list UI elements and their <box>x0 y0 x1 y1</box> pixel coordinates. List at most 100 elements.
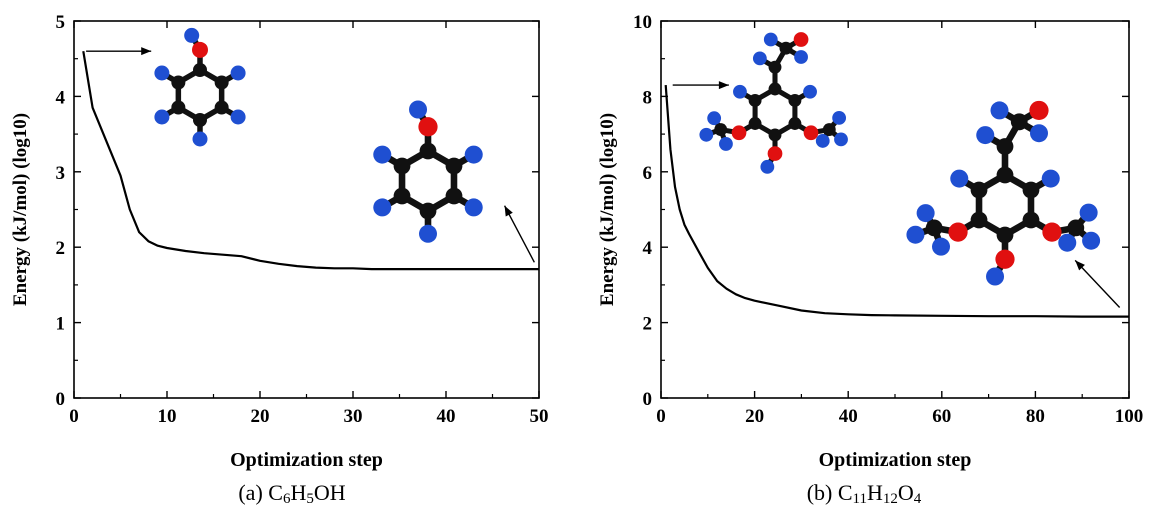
hydrogen-atom <box>932 237 951 256</box>
arrow-head <box>504 205 513 217</box>
oxygen-atom <box>731 125 747 141</box>
x-tick-label: 100 <box>1115 406 1144 427</box>
chart-panel-b: 0 20 40 60 80 100 0 2 4 6 8 10 Optimization step Ener… <box>597 12 1143 471</box>
optimized-molecule <box>373 100 483 243</box>
y-tick-label: 5 <box>56 12 66 33</box>
carbon-atom <box>193 63 207 77</box>
y-tick-label: 0 <box>643 389 653 410</box>
hydrogen-atom <box>834 132 848 147</box>
molecule-atoms <box>373 100 483 243</box>
x-tick-label: 40 <box>839 406 858 427</box>
chemical-formula: C11H12O4 <box>838 480 921 507</box>
carbon-atom <box>996 138 1014 155</box>
carbon-atom <box>419 202 437 220</box>
hydrogen-atom <box>950 169 969 188</box>
formula-subscript: 5 <box>306 491 314 507</box>
carbon-atom <box>970 211 988 229</box>
carbon-atom <box>768 60 782 74</box>
carbon-atom <box>748 94 762 107</box>
y-tick-label: 2 <box>643 314 653 335</box>
x-axis-label: Optimization step <box>819 449 972 471</box>
hydrogen-atom <box>760 159 775 174</box>
formula-element: H <box>290 480 307 505</box>
formula-subscript: 6 <box>282 491 291 507</box>
oxygen-atom <box>995 249 1015 269</box>
carbon-atom <box>779 41 793 55</box>
carbon-atom <box>1067 219 1085 237</box>
x-axis-label: Optimization step <box>230 449 383 471</box>
hydrogen-atom <box>192 131 208 147</box>
y-tick-label: 8 <box>643 87 653 108</box>
carbon-atom <box>445 187 463 205</box>
hydrogen-atom <box>916 204 935 223</box>
hydrogen-atom <box>184 27 200 43</box>
hydrogen-atom <box>1082 231 1101 250</box>
arrow-shaft <box>503 205 535 263</box>
energy-line <box>82 51 539 271</box>
hydrogen-atom <box>230 65 246 81</box>
x-tick-label: 0 <box>69 406 79 427</box>
carbon-atom <box>970 181 988 199</box>
y-tick-label: 4 <box>643 238 653 259</box>
carbon-atom <box>768 82 782 96</box>
carbon-atom <box>171 100 186 115</box>
formula-element: OH <box>313 480 346 505</box>
panel-a-caption: (a) C6H5OH <box>238 480 345 512</box>
y-tick-label: 0 <box>56 389 66 410</box>
y-tick-label: 4 <box>56 87 66 108</box>
carbon-atom <box>788 94 802 107</box>
carbon-atom <box>1022 181 1040 199</box>
carbon-atom <box>714 123 728 137</box>
hydrogen-atom <box>699 127 714 142</box>
chart-panel-a: 0 10 20 30 40 50 0 1 2 3 4 5 Optimization step Energy… <box>10 12 549 471</box>
hydrogen-atom <box>1029 124 1048 143</box>
hydrogen-atom <box>906 225 925 244</box>
oxygen-atom <box>948 222 968 242</box>
carbon-atom <box>445 157 463 175</box>
carbon-atom <box>1022 211 1040 229</box>
hydrogen-atom <box>1058 233 1077 252</box>
molecule-atoms <box>906 100 1101 286</box>
x-tick-label: 0 <box>656 406 666 427</box>
formula-element: O <box>897 480 914 505</box>
carbon-atom <box>748 117 762 130</box>
y-tick-label: 3 <box>56 163 66 184</box>
annotation-arrow <box>503 205 535 263</box>
carbon-atom <box>419 142 437 160</box>
x-tick-label: 10 <box>158 406 177 427</box>
hydrogen-atom <box>464 145 483 164</box>
hydrogen-atom <box>752 51 767 66</box>
oxygen-atom <box>793 32 809 47</box>
hydrogen-atom <box>464 198 483 217</box>
hydrogen-atom <box>1041 169 1060 188</box>
carbon-atom <box>393 187 411 205</box>
formula-element: C <box>268 480 283 505</box>
x-tick-label: 60 <box>932 406 951 427</box>
hydrogen-atom <box>154 109 170 125</box>
arrow-shaft <box>1074 259 1121 309</box>
carbon-atom <box>193 113 207 127</box>
carbon-atom <box>393 157 411 175</box>
oxygen-atom <box>767 146 783 161</box>
initial-molecule <box>154 27 246 147</box>
hydrogen-atom <box>230 109 246 125</box>
annotation-arrow <box>672 81 729 90</box>
hydrogen-atom <box>154 65 170 81</box>
molecule-atoms <box>154 27 246 147</box>
oxygen-atom <box>803 125 819 141</box>
carbon-atom <box>171 75 186 90</box>
hydrogen-atom <box>707 111 722 126</box>
hydrogen-atom <box>976 126 995 145</box>
plot-frame <box>660 20 1130 399</box>
oxygen-atom <box>418 117 438 137</box>
hydrogen-atom <box>1079 203 1098 222</box>
caption-prefix: (b) <box>806 480 838 505</box>
y-tick-label: 10 <box>633 12 652 33</box>
carbon-atom <box>822 123 836 137</box>
arrow-head <box>1075 260 1085 271</box>
carbon-atom <box>214 100 229 115</box>
carbon-atom <box>1010 113 1028 131</box>
x-tick-label: 20 <box>251 406 270 427</box>
hydrogen-atom <box>409 100 428 119</box>
hydrogen-atom <box>990 101 1009 120</box>
